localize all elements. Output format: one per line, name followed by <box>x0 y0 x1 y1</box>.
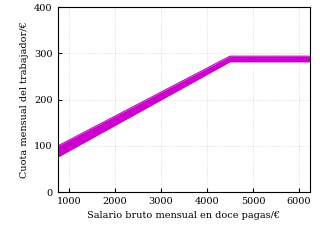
Y-axis label: Cuota mensual del trabajador/€: Cuota mensual del trabajador/€ <box>20 21 29 178</box>
X-axis label: Salario bruto mensual en doce pagas/€: Salario bruto mensual en doce pagas/€ <box>87 211 281 220</box>
